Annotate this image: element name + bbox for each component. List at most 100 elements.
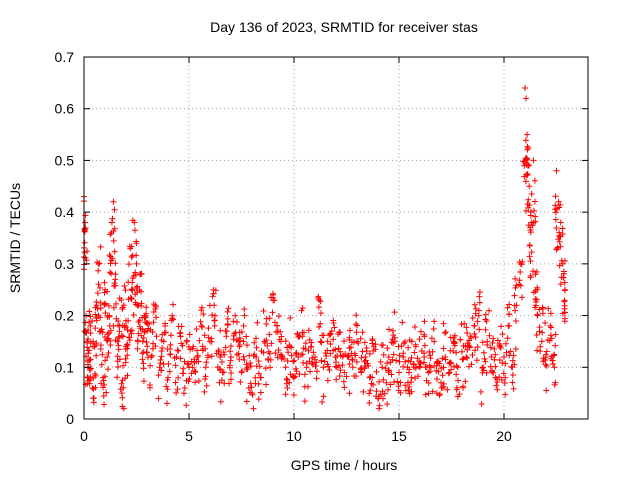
data-point [118,390,125,397]
data-point [499,359,506,366]
data-point [494,378,501,385]
data-point [379,364,386,371]
data-point [107,231,114,238]
data-point [373,368,380,375]
data-point [227,376,234,383]
data-point [476,293,483,300]
data-point [81,239,88,246]
data-point [181,384,188,391]
data-point [417,328,424,335]
data-point [107,327,114,334]
data-point [482,358,489,365]
data-point [87,313,94,320]
data-points [81,85,568,412]
data-point [380,395,387,402]
data-point [346,345,353,352]
data-point [517,269,524,276]
data-point [431,318,438,325]
data-point [561,297,568,304]
data-point [241,357,248,364]
data-point [126,334,133,341]
data-point [552,202,559,209]
data-point [315,304,322,311]
y-tick-label: 0.6 [55,101,75,117]
data-point [488,353,495,360]
data-point [262,365,269,372]
data-point [283,376,290,383]
data-point [159,344,166,351]
data-point [198,322,205,329]
data-point [133,284,140,291]
data-point [529,222,536,229]
data-point [533,332,540,339]
data-point [189,364,196,371]
data-point [181,358,188,365]
data-point [104,353,111,360]
data-point [440,345,447,352]
data-point [86,319,93,326]
data-point [556,229,563,236]
data-point [414,373,421,380]
data-point [92,311,99,318]
data-point [255,380,262,387]
data-point [527,258,534,265]
data-point [171,355,178,362]
data-point [192,369,199,376]
y-tick-label: 0.2 [55,308,75,324]
data-point [227,348,234,355]
data-point [93,298,100,305]
x-tick-label: 10 [286,428,302,444]
data-point [345,352,352,359]
data-point [219,358,226,365]
data-point [302,340,309,347]
data-point [556,204,563,211]
data-point [240,338,247,345]
data-point [293,349,300,356]
data-point [183,402,190,409]
data-point [537,343,544,350]
data-point [305,327,312,334]
data-point [396,352,403,359]
data-point [509,357,516,364]
data-point [247,389,254,396]
data-point [86,366,93,373]
data-point [365,362,372,369]
data-point [100,392,107,399]
data-point [406,369,413,376]
data-point [202,375,209,382]
data-point [324,361,331,368]
data-point [534,347,541,354]
data-point [440,383,447,390]
data-point [231,330,238,337]
data-point [512,275,519,282]
data-point [522,137,529,144]
data-point [177,355,184,362]
data-point [426,368,433,375]
data-point [97,342,104,349]
grid-lines [84,57,588,419]
data-point [463,324,470,331]
data-point [406,337,413,344]
data-point [557,201,564,208]
data-point [174,347,181,354]
data-point [240,322,247,329]
data-point [369,335,376,342]
data-point [502,391,509,398]
data-point [273,322,280,329]
data-point [421,342,428,349]
data-point [220,349,227,356]
data-point [450,347,457,354]
data-point [453,386,460,393]
data-point [531,177,538,184]
data-point [561,287,568,294]
data-point [390,351,397,358]
data-point [489,368,496,375]
data-point [177,333,184,340]
data-point [397,389,404,396]
data-point [200,311,207,318]
data-point [296,370,303,377]
data-point [498,376,505,383]
data-point [94,290,101,297]
data-point [490,335,497,342]
data-point [82,226,89,233]
